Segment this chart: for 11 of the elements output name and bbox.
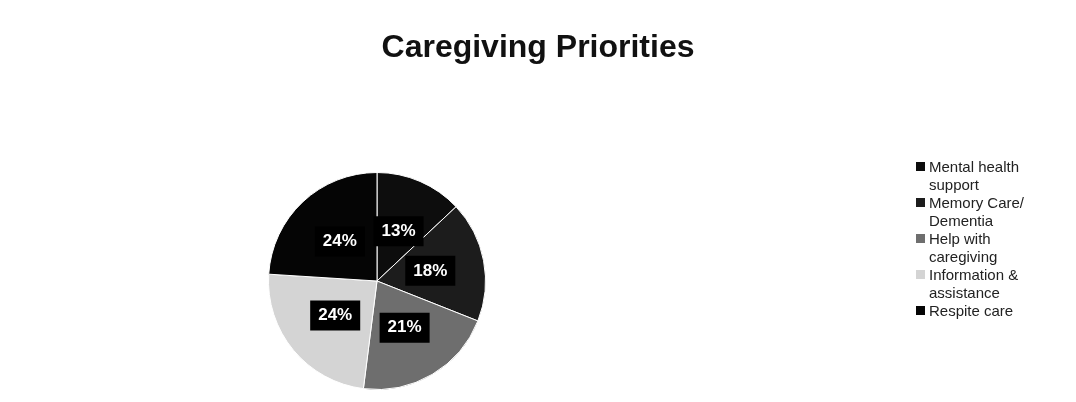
data-label: 24% bbox=[318, 305, 353, 325]
legend-label: Respite care bbox=[929, 302, 1014, 320]
data-label: 13% bbox=[381, 220, 416, 240]
legend-label: Mental health support bbox=[929, 158, 1021, 194]
data-label: 21% bbox=[387, 317, 422, 337]
legend-label: Memory Care/ Dementia bbox=[929, 194, 1026, 230]
legend-label: Information & assistance bbox=[929, 266, 1020, 302]
data-label: 24% bbox=[322, 231, 357, 251]
legend-label: Help with caregiving bbox=[929, 230, 999, 266]
chart-title: Caregiving Priorities bbox=[381, 27, 695, 64]
data-label: 18% bbox=[413, 260, 448, 280]
